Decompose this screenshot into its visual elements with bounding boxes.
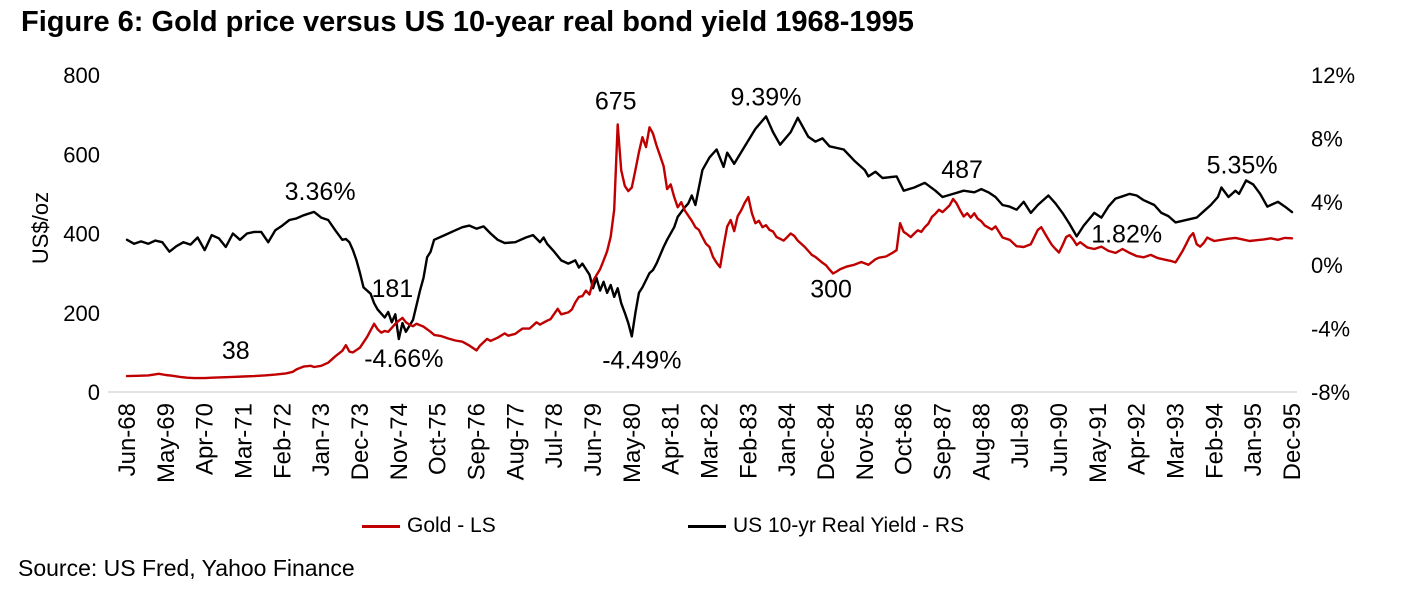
x-axis-tick-label: Dec-95 xyxy=(1279,403,1306,480)
left-axis-title: US$/oz xyxy=(28,192,53,264)
x-axis-tick-label: Aug-88 xyxy=(968,403,995,480)
annotation-3.36: 3.36% xyxy=(285,178,356,206)
left-axis-tick-label: 400 xyxy=(63,222,100,247)
x-axis-tick-label: May-91 xyxy=(1085,403,1112,483)
legend-label-yield: US 10-yr Real Yield - RS xyxy=(733,514,965,537)
left-axis-tick-label: 800 xyxy=(63,63,100,88)
x-axis-tick-label: Nov-85 xyxy=(852,403,879,480)
x-axis-tick-label: Aug-77 xyxy=(502,403,529,480)
source-note: Source: US Fred, Yahoo Finance xyxy=(18,555,355,581)
x-axis-tick-label: Jan-84 xyxy=(774,403,801,476)
x-axis-tick-label: May-69 xyxy=(153,403,180,483)
x-axis-tick-label: May-80 xyxy=(619,403,646,483)
legend-item-yield: US 10-yr Real Yield - RS xyxy=(688,512,964,540)
x-axis-tick-label: Feb-72 xyxy=(269,403,296,479)
yield-line xyxy=(125,115,1294,341)
annotation-9.39: 9.39% xyxy=(731,83,802,111)
x-axis-tick-label: Mar-82 xyxy=(697,403,724,479)
right-axis-tick-label: -8% xyxy=(1311,380,1350,405)
x-axis-tick-label: Oct-86 xyxy=(891,403,918,475)
x-axis-tick-label: Jun-79 xyxy=(580,403,607,476)
x-axis-tick-label: Feb-83 xyxy=(735,403,762,479)
x-axis-tick-label: Apr-92 xyxy=(1124,403,1151,475)
annotation-300: 300 xyxy=(810,276,852,304)
gold-line xyxy=(125,123,1294,380)
left-axis-tick-label: 0 xyxy=(88,380,100,405)
left-axis-tick-label: 200 xyxy=(63,301,100,326)
x-axis-tick-label: Jan-73 xyxy=(308,403,335,476)
x-axis-tick-label: Dec-73 xyxy=(347,403,374,480)
left-axis-tick-label: 600 xyxy=(63,142,100,167)
annotation-181: 181 xyxy=(372,275,414,303)
x-axis-tick-label: Mar-71 xyxy=(231,403,258,479)
x-axis-tick-label: Sep-87 xyxy=(930,403,957,480)
x-axis-tick-label: Jun-68 xyxy=(114,403,141,476)
right-axis-tick-label: 12% xyxy=(1311,63,1355,88)
x-axis-tick-label: Jul-78 xyxy=(541,403,568,468)
x-axis-tick-label: Apr-70 xyxy=(192,403,219,475)
annotation-38: 38 xyxy=(222,337,250,365)
x-axis-tick-label: Oct-75 xyxy=(425,403,452,475)
annotation-4.66: -4.66% xyxy=(364,345,443,373)
annotation-4.49: -4.49% xyxy=(602,346,681,374)
annotation-487: 487 xyxy=(941,156,983,184)
x-axis-tick-label: Mar-93 xyxy=(1163,403,1190,479)
yield-line-swatch xyxy=(688,524,726,528)
x-axis-tick-label: Sep-76 xyxy=(464,403,491,480)
x-axis-tick-label: Jan-95 xyxy=(1240,403,1267,476)
x-axis-tick-label: Dec-84 xyxy=(813,403,840,480)
annotation-675: 675 xyxy=(595,88,637,116)
x-axis-tick-label: Jun-90 xyxy=(1046,403,1073,476)
x-axis-tick-label: Apr-81 xyxy=(658,403,685,475)
right-axis-tick-label: 0% xyxy=(1311,253,1343,278)
legend-label-gold: Gold - LS xyxy=(407,514,496,537)
x-axis-tick-label: Jul-89 xyxy=(1007,403,1034,468)
legend-item-gold: Gold - LS xyxy=(362,512,496,540)
gold-line-swatch xyxy=(362,524,400,528)
right-axis-tick-label: -4% xyxy=(1311,317,1350,342)
figure-title: Figure 6: Gold price versus US 10-year r… xyxy=(21,6,914,38)
x-axis-tick-label: Feb-94 xyxy=(1201,403,1228,479)
annotation-1.82: 1.82% xyxy=(1091,220,1162,248)
right-axis-tick-label: 8% xyxy=(1311,126,1343,151)
annotation-5.35: 5.35% xyxy=(1207,151,1278,179)
x-axis-tick-label: Nov-74 xyxy=(386,403,413,480)
right-axis-tick-label: 4% xyxy=(1311,190,1343,215)
